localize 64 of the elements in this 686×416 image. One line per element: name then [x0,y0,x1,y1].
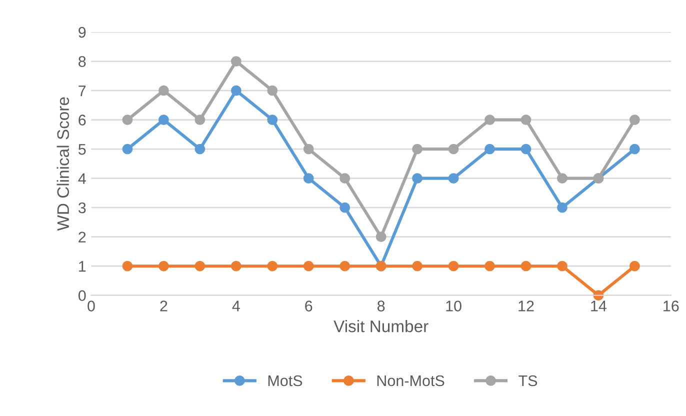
x-tick-label: 2 [160,300,168,312]
point [629,144,640,154]
x-tick-label: 8 [377,300,385,312]
legend-label: TS [518,375,538,386]
y-tick-label: 4 [78,173,86,184]
point [230,56,242,66]
point [520,114,532,126]
point [267,85,278,96]
point [629,260,640,272]
point [412,144,423,154]
y-tick-label: 6 [78,114,86,126]
x-axis-title: Visit Number [334,320,428,332]
y-tick-label: 2 [78,232,86,242]
point [122,144,133,154]
point [448,260,459,272]
y-tick-label: 9 [78,26,86,38]
x-tick-label: 0 [88,300,95,312]
point [340,260,350,272]
point [448,173,459,184]
point [303,144,314,154]
legend-label: Non-MotS [377,375,444,386]
point [484,114,495,126]
point [412,260,423,272]
x-tick-label: 10 [446,300,462,312]
point [484,144,495,154]
point [122,114,133,126]
point [557,260,568,272]
point [122,260,133,272]
point [267,260,278,272]
point [520,144,532,154]
x-tick-label: 6 [305,300,312,312]
point [158,260,169,272]
y-tick-label: 8 [78,56,86,67]
point [158,114,169,126]
point [303,260,314,272]
point [158,85,169,96]
point [194,260,206,272]
point [484,260,495,272]
y-axis-title: WD Clinical Score [56,97,70,231]
y-tick-label: 5 [78,144,86,155]
legend-label: MotS [268,375,302,386]
point [557,173,568,184]
point [303,173,314,184]
point [194,144,206,154]
point [629,114,640,126]
point [230,260,242,272]
y-tick-label: 1 [79,261,86,272]
point [557,202,568,213]
x-tick-label: 4 [232,300,240,312]
y-tick-label: 7 [78,86,86,96]
point [520,260,532,272]
y-tick-label: 3 [78,202,86,214]
x-tick-label: 16 [664,300,679,312]
point [194,114,206,126]
point [230,85,242,96]
point [340,202,350,213]
point [412,173,423,184]
point [340,173,350,184]
point [376,232,386,242]
point [267,114,278,126]
x-tick-label: 14 [591,300,606,312]
point [448,144,459,154]
x-tick-label: 12 [518,300,534,312]
y-tick-label: 0 [78,290,86,302]
